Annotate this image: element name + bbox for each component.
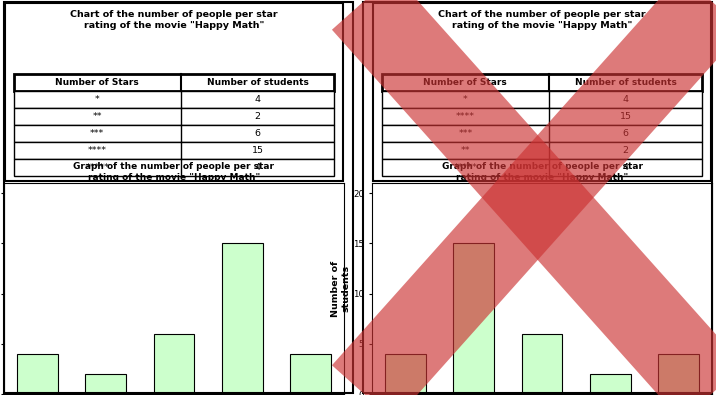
Text: Chart of the number of people per star
rating of the movie "Happy Math": Chart of the number of people per star r…	[70, 10, 278, 30]
Text: 15: 15	[619, 112, 632, 121]
Text: *****: *****	[85, 163, 109, 172]
Bar	[14, 159, 334, 176]
Title: Graph of the number of people per star
rating of the movie "Happy Math": Graph of the number of people per star r…	[442, 162, 642, 182]
Bar	[17, 354, 58, 394]
Text: Number of students: Number of students	[574, 78, 677, 87]
Bar	[382, 74, 702, 91]
Bar	[658, 354, 699, 394]
Bar	[14, 142, 334, 159]
Text: *: *	[463, 95, 468, 104]
Bar	[14, 74, 334, 91]
Text: 4: 4	[254, 95, 261, 104]
Text: ***: ***	[90, 129, 105, 138]
Text: 2: 2	[622, 146, 629, 155]
Text: **: **	[460, 146, 470, 155]
Bar	[382, 125, 702, 142]
Text: Number of Stars: Number of Stars	[55, 78, 139, 87]
Text: *****: *****	[453, 163, 478, 172]
Bar	[153, 334, 195, 394]
Text: 4: 4	[622, 95, 629, 104]
Bar	[14, 91, 334, 108]
Bar	[222, 243, 263, 394]
Bar	[14, 108, 334, 125]
Y-axis label: Number of
students: Number of students	[331, 261, 350, 317]
Text: 2: 2	[254, 112, 261, 121]
Text: Number of students: Number of students	[206, 78, 309, 87]
Text: *: *	[95, 95, 100, 104]
Bar	[385, 354, 426, 394]
Bar	[85, 374, 126, 394]
Bar	[382, 159, 702, 176]
Text: **: **	[92, 112, 102, 121]
Bar	[453, 243, 494, 394]
Text: ****: ****	[88, 146, 107, 155]
Text: 4: 4	[254, 163, 261, 172]
Text: 6: 6	[622, 129, 629, 138]
Text: 6: 6	[254, 129, 261, 138]
Bar	[590, 374, 631, 394]
Text: Number of Stars: Number of Stars	[423, 78, 507, 87]
Bar	[290, 354, 331, 394]
Text: 15: 15	[251, 146, 263, 155]
Text: Chart of the number of people per star
rating of the movie "Happy Math": Chart of the number of people per star r…	[438, 10, 646, 30]
Bar	[382, 91, 702, 108]
Title: Graph of the number of people per star
rating of the movie "Happy Math": Graph of the number of people per star r…	[74, 162, 274, 182]
Text: ***: ***	[458, 129, 473, 138]
Text: 4: 4	[622, 163, 629, 172]
Bar	[382, 142, 702, 159]
Text: ****: ****	[456, 112, 475, 121]
Bar	[382, 108, 702, 125]
Bar	[521, 334, 563, 394]
Bar	[14, 125, 334, 142]
